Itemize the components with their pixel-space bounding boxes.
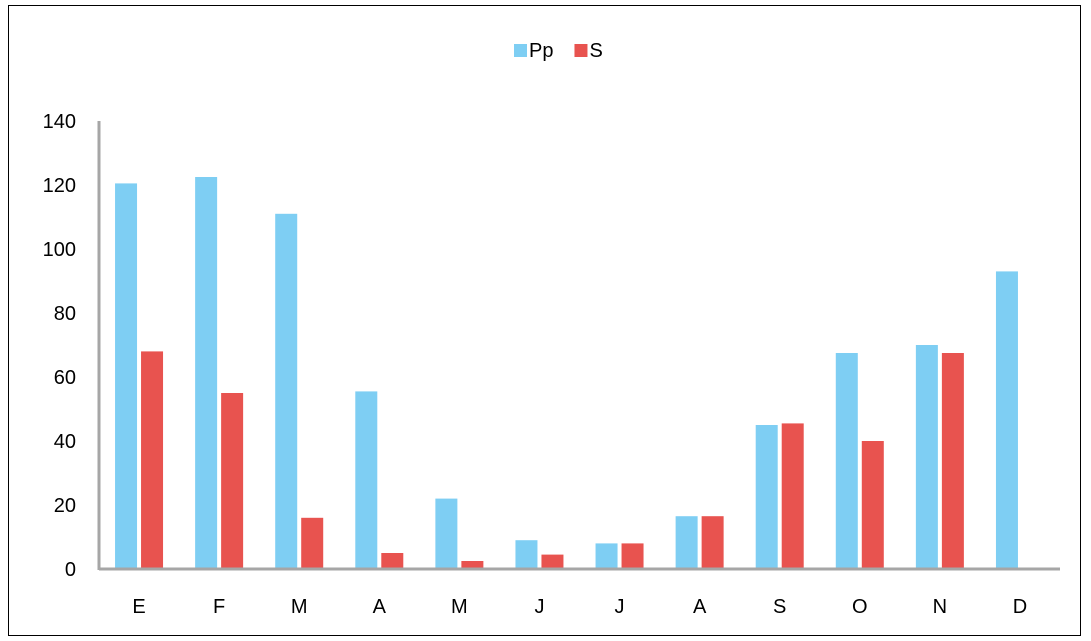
x-tick-label: N xyxy=(933,596,947,618)
bar-pp-7 xyxy=(675,516,698,569)
x-tick-label: D xyxy=(1013,596,1027,618)
bars xyxy=(115,177,1018,570)
x-tick-label: M xyxy=(451,596,468,618)
bar-pp-9 xyxy=(835,353,858,569)
bar-pp-6 xyxy=(595,543,618,569)
y-tick-label: 40 xyxy=(54,431,76,453)
y-tick-label: 80 xyxy=(54,303,76,325)
x-tick-label: A xyxy=(373,596,387,618)
x-tick-label: J xyxy=(534,596,544,618)
y-tick-label: 0 xyxy=(65,559,76,581)
legend-swatch-s xyxy=(574,44,588,57)
bar-pp-0 xyxy=(115,183,138,569)
bar-s-1 xyxy=(221,393,244,569)
bar-pp-5 xyxy=(515,540,538,569)
bar-pp-2 xyxy=(275,213,298,570)
legend-label-s: S xyxy=(589,40,602,62)
y-tick-label: 120 xyxy=(43,175,76,197)
y-tick-label: 140 xyxy=(43,111,76,133)
bar-s-9 xyxy=(861,441,884,569)
legend-label-pp: Pp xyxy=(529,40,553,62)
bar-pp-1 xyxy=(195,177,218,569)
bar-s-5 xyxy=(541,554,564,569)
x-tick-label: O xyxy=(852,596,868,618)
bar-s-10 xyxy=(941,353,964,569)
x-tick-label: M xyxy=(291,596,308,618)
chart-frame xyxy=(8,5,1081,636)
bar-s-8 xyxy=(781,423,804,569)
bar-s-6 xyxy=(621,543,644,569)
bar-pp-3 xyxy=(355,391,378,569)
bar-s-7 xyxy=(701,516,724,569)
y-tick-labels: 0 20 40 60 80 100 120 140 xyxy=(43,111,76,581)
bar-s-0 xyxy=(141,351,164,569)
bar-pp-8 xyxy=(755,425,778,569)
bar-pp-10 xyxy=(915,345,938,569)
x-tick-label: A xyxy=(693,596,707,618)
x-tick-label: S xyxy=(773,596,786,618)
x-tick-label: F xyxy=(213,596,225,618)
y-tick-label: 60 xyxy=(54,367,76,389)
legend-swatch-pp xyxy=(514,44,527,57)
axes xyxy=(97,121,1060,571)
bar-pp-11 xyxy=(995,271,1018,569)
y-tick-label: 20 xyxy=(54,495,76,517)
legend: Pp S xyxy=(514,40,603,62)
x-tick-label: J xyxy=(615,596,625,618)
y-tick-label: 100 xyxy=(43,239,76,261)
x-tick-label: E xyxy=(132,596,145,618)
bar-s-3 xyxy=(381,553,404,569)
bar-s-4 xyxy=(461,561,484,569)
bar-pp-4 xyxy=(435,498,458,569)
bar-s-2 xyxy=(301,517,324,569)
